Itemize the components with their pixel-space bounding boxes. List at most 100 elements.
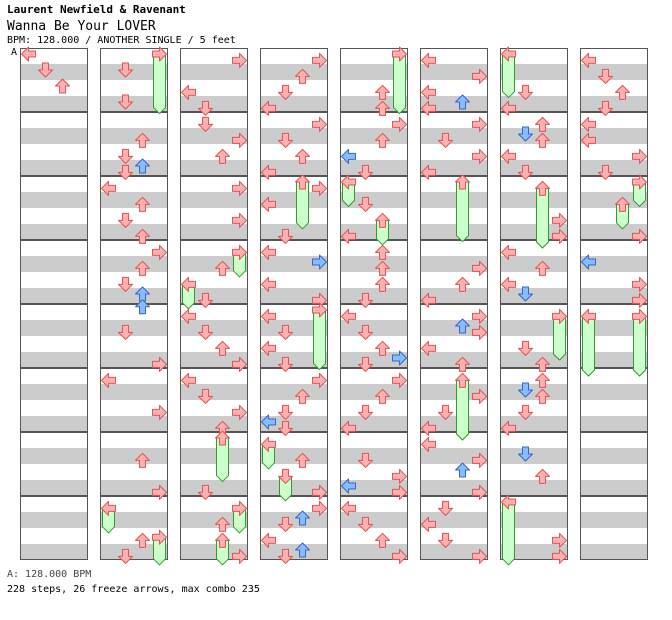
beat-stripe: [580, 128, 648, 144]
beat-stripe: [20, 416, 88, 432]
step-arrow-up: [535, 116, 550, 132]
step-arrow-right: [312, 52, 327, 68]
measure-box: [100, 304, 168, 368]
beat-stripe: [180, 480, 248, 496]
step-arrow-left: [341, 174, 356, 190]
step-arrow-down: [438, 132, 453, 148]
beat-stripe: [20, 288, 88, 304]
chart-column: [420, 48, 488, 560]
step-arrow-down: [278, 132, 293, 148]
beat-stripe: [500, 384, 568, 400]
beat-stripe: [180, 288, 248, 304]
step-arrow-right: [232, 212, 247, 228]
step-arrow-up: [375, 532, 390, 548]
beat-stripe: [500, 480, 568, 496]
beat-stripe: [100, 256, 168, 272]
beat-stripe: [340, 288, 408, 304]
step-arrow-right: [232, 180, 247, 196]
beat-stripe: [500, 352, 568, 368]
step-arrow-up: [135, 532, 150, 548]
step-arrow-down: [438, 532, 453, 548]
step-arrow-left: [341, 420, 356, 436]
measure-box: [180, 112, 248, 176]
measure-box: [580, 368, 648, 432]
step-arrow-right: [392, 484, 407, 500]
step-arrow-up: [535, 388, 550, 404]
beat-stripe: [340, 160, 408, 176]
beat-stripe: [100, 160, 168, 176]
step-arrow-down: [358, 164, 373, 180]
beat-stripe: [420, 512, 488, 528]
beat-stripe: [100, 64, 168, 80]
beat-stripe: [20, 448, 88, 464]
step-arrow-down: [278, 516, 293, 532]
step-arrow-down: [598, 68, 613, 84]
step-arrow-up: [135, 132, 150, 148]
step-arrow-right: [632, 228, 647, 244]
beat-stripe: [260, 64, 328, 80]
step-arrow-right: [472, 324, 487, 340]
beat-stripe: [420, 352, 488, 368]
step-arrow-left: [261, 244, 276, 260]
beat-stripe: [420, 256, 488, 272]
step-arrow-right: [232, 500, 247, 516]
beat-stripe: [180, 64, 248, 80]
step-arrow-up: [535, 468, 550, 484]
step-arrow-right: [472, 548, 487, 564]
step-arrow-right: [472, 68, 487, 84]
step-arrow-left: [261, 340, 276, 356]
beat-stripe: [260, 128, 328, 144]
step-arrow-left: [421, 164, 436, 180]
step-arrow-up: [375, 100, 390, 116]
measure-box: [420, 304, 488, 368]
beat-stripe: [260, 192, 328, 208]
step-arrow-right: [632, 292, 647, 308]
beat-stripe: [100, 512, 168, 528]
step-arrow-down: [438, 404, 453, 420]
measure-box: [20, 432, 88, 496]
beat-stripe: [100, 224, 168, 240]
chart-column: [100, 48, 168, 560]
beat-stripe: [340, 480, 408, 496]
beat-stripe: [180, 512, 248, 528]
step-arrow-down: [198, 324, 213, 340]
measure-box: [260, 432, 328, 496]
beat-stripe: [20, 512, 88, 528]
step-arrow-down: [358, 292, 373, 308]
beat-stripe: [100, 96, 168, 112]
step-arrow-left: [501, 276, 516, 292]
step-arrow-up: [455, 356, 470, 372]
beat-stripe: [420, 288, 488, 304]
measure-box: [580, 496, 648, 560]
step-arrow-up: [215, 340, 230, 356]
step-arrow-right: [472, 484, 487, 500]
beat-stripe: [260, 416, 328, 432]
beat-stripe: [340, 352, 408, 368]
step-arrow-left: [261, 196, 276, 212]
beat-stripe: [100, 192, 168, 208]
step-arrow-up: [295, 68, 310, 84]
step-arrow-right: [312, 484, 327, 500]
step-arrow-right: [312, 302, 327, 318]
step-arrow-left: [101, 500, 116, 516]
step-arrow-up: [135, 196, 150, 212]
step-arrow-down: [518, 84, 533, 100]
beat-stripe: [180, 384, 248, 400]
beat-stripe: [100, 352, 168, 368]
step-arrow-right: [232, 356, 247, 372]
step-arrow-right: [632, 174, 647, 190]
beat-stripe: [420, 96, 488, 112]
step-arrow-up: [215, 148, 230, 164]
step-arrow-up: [375, 84, 390, 100]
beat-stripe: [20, 352, 88, 368]
measure-box: [20, 176, 88, 240]
measure-box: [100, 112, 168, 176]
step-arrow-up: [375, 276, 390, 292]
step-arrow-right: [392, 116, 407, 132]
step-arrow-right: [552, 532, 567, 548]
beat-stripe: [260, 256, 328, 272]
beat-stripe: [420, 320, 488, 336]
chart-column: [580, 48, 648, 560]
step-arrow-left: [501, 244, 516, 260]
step-arrow-down: [438, 500, 453, 516]
